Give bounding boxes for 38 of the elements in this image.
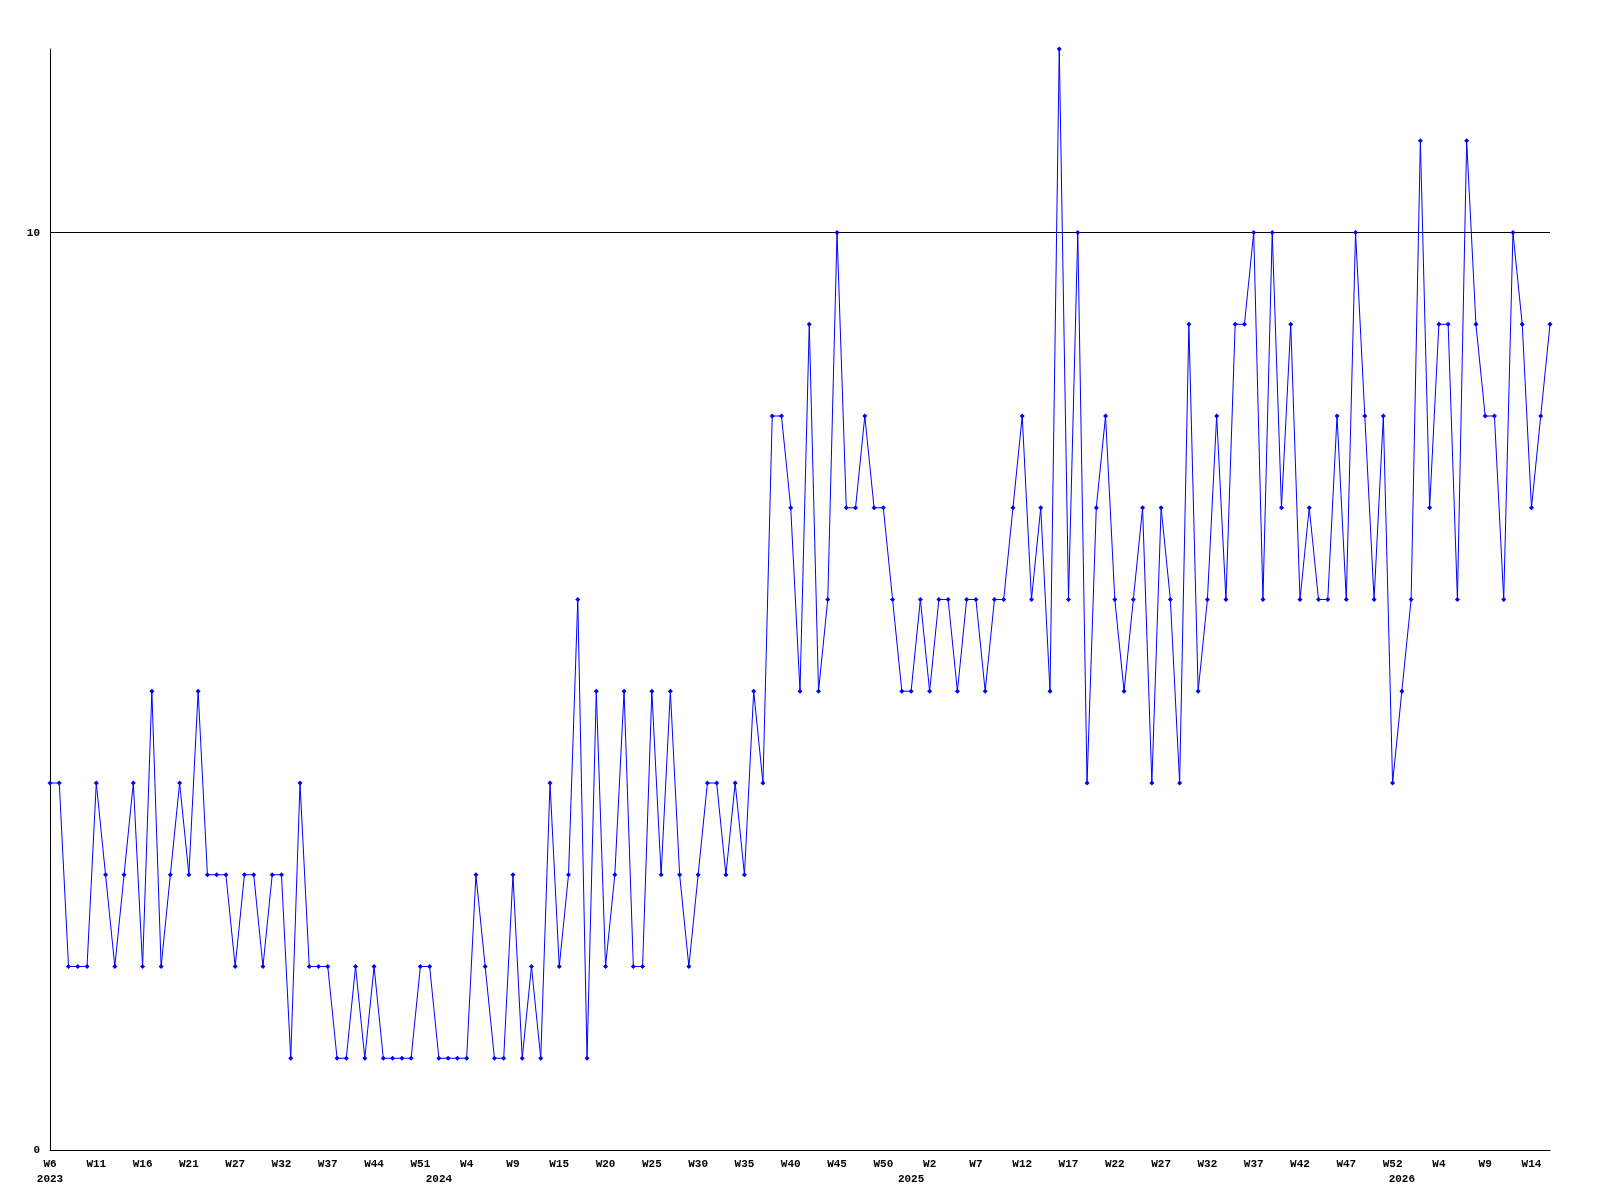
x-tick-label: W20 (595, 1157, 616, 1170)
x-tick-label: W27 (1151, 1157, 1172, 1170)
x-tick-label: W22 (1104, 1157, 1125, 1170)
x-tick-label: W4 (460, 1157, 474, 1170)
x-tick-label: W6 2023 (36, 1157, 64, 1185)
x-tick-label: W21 (178, 1157, 200, 1170)
x-tick-label: W17 (1058, 1157, 1079, 1170)
x-tick-label: 2024 (425, 1172, 453, 1185)
x-tick-label: W2 (923, 1157, 937, 1170)
x-tick-label: W45 (827, 1157, 848, 1170)
x-tick-label: W15 (549, 1157, 570, 1170)
x-tick-label: W30 (688, 1157, 709, 1170)
x-tick-label: W32 (271, 1157, 292, 1170)
x-tick-label: W47 (1336, 1157, 1357, 1170)
x-tick-label: W51 (410, 1157, 431, 1170)
x-tick-label: 2025 (897, 1172, 925, 1185)
x-tick-label: W40 (780, 1157, 801, 1170)
x-tick-label: W50 (873, 1157, 894, 1170)
x-tick-label: W52 (1382, 1157, 1403, 1170)
y-tick-label: 10 (26, 226, 40, 239)
y-tick-label: 0 (33, 1144, 40, 1156)
x-tick-label: W9 (1478, 1157, 1492, 1170)
x-tick-label: W4 (1432, 1157, 1446, 1170)
x-tick-label: W7 (969, 1157, 983, 1170)
x-tick-label: W16 (132, 1157, 153, 1170)
x-tick-label: W37 (1243, 1157, 1264, 1170)
x-tick-label: W27 (225, 1157, 246, 1170)
x-tick-label: W25 (641, 1157, 663, 1170)
x-tick-label: W35 (734, 1157, 755, 1170)
x-tick-label: W12 (1012, 1157, 1033, 1170)
x-tick-label: W11 (86, 1157, 107, 1170)
x-tick-label: W9 (506, 1157, 520, 1170)
x-tick-label: W44 (364, 1157, 385, 1170)
x-tick-label: W14 (1521, 1157, 1542, 1170)
x-tick-label: 2026 (1388, 1172, 1416, 1185)
x-tick-label: W32 (1197, 1157, 1218, 1170)
x-tick-label: W37 (317, 1157, 338, 1170)
x-tick-label: W42 (1290, 1157, 1310, 1170)
